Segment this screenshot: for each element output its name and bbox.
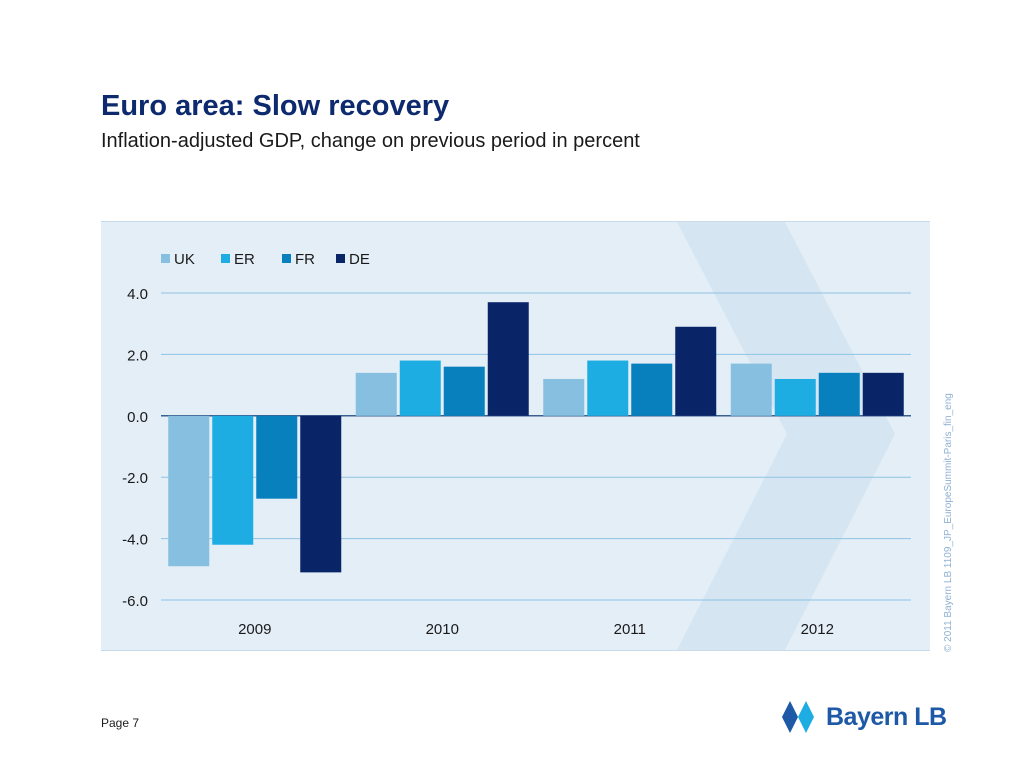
background-chevron <box>677 222 895 650</box>
legend-swatch-er <box>221 254 230 263</box>
slide-subtitle: Inflation-adjusted GDP, change on previo… <box>101 130 640 152</box>
legend-swatch-de <box>336 254 345 263</box>
bar-fr-2009 <box>256 415 298 499</box>
bar-de-2010 <box>487 302 529 416</box>
bar-fr-2011 <box>631 363 673 416</box>
y-tick-label: -2.0 <box>122 470 148 487</box>
bar-uk-2012 <box>730 363 772 416</box>
bayern-lb-logo: Bayern LB <box>780 699 947 735</box>
page-number: Page 7 <box>101 716 140 730</box>
bar-de-2011 <box>675 326 717 416</box>
bar-de-2012 <box>862 372 904 416</box>
gdp-bar-chart: 4.0 2.0 0.0 -2.0 -4.0 -6.0 2009 2010 2011 2012 UK E… <box>122 222 911 650</box>
x-tick-label: 2011 <box>614 621 646 638</box>
x-tick-label: 2010 <box>426 621 459 638</box>
bar-uk-2011 <box>543 378 585 416</box>
bar-de-2009 <box>300 415 342 573</box>
legend-swatch-uk <box>161 254 170 263</box>
x-tick-label: 2012 <box>801 621 834 638</box>
y-tick-label: -4.0 <box>122 532 148 549</box>
copyright-note: © 2011 Bayern LB 1109_JP_EuropeSummit-Pa… <box>943 393 954 652</box>
y-tick-label: 0.0 <box>127 409 148 426</box>
bar-er-2012 <box>774 378 816 416</box>
y-tick-label: 2.0 <box>127 347 148 364</box>
legend-label-de: DE <box>349 251 370 268</box>
bar-uk-2010 <box>355 372 397 416</box>
y-tick-label: 4.0 <box>127 286 148 303</box>
logo-text: Bayern LB <box>826 702 947 731</box>
bar-uk-2009 <box>168 415 210 567</box>
slide-title: Euro area: Slow recovery <box>101 90 450 122</box>
bar-er-2011 <box>587 360 629 416</box>
bar-fr-2010 <box>443 366 485 416</box>
legend-swatch-fr <box>282 254 291 263</box>
legend-label-fr: FR <box>295 251 315 268</box>
diamond-logo-icon <box>782 701 814 733</box>
x-tick-label: 2009 <box>238 621 271 638</box>
chart-panel: 4.0 2.0 0.0 -2.0 -4.0 -6.0 2009 2010 2011 2012 UK E… <box>101 221 930 651</box>
legend-label-uk: UK <box>174 251 195 268</box>
legend-label-er: ER <box>234 251 255 268</box>
bar-er-2010 <box>399 360 441 416</box>
y-tick-label: -6.0 <box>122 593 148 610</box>
bar-er-2009 <box>212 415 254 545</box>
bar-fr-2012 <box>818 372 860 416</box>
